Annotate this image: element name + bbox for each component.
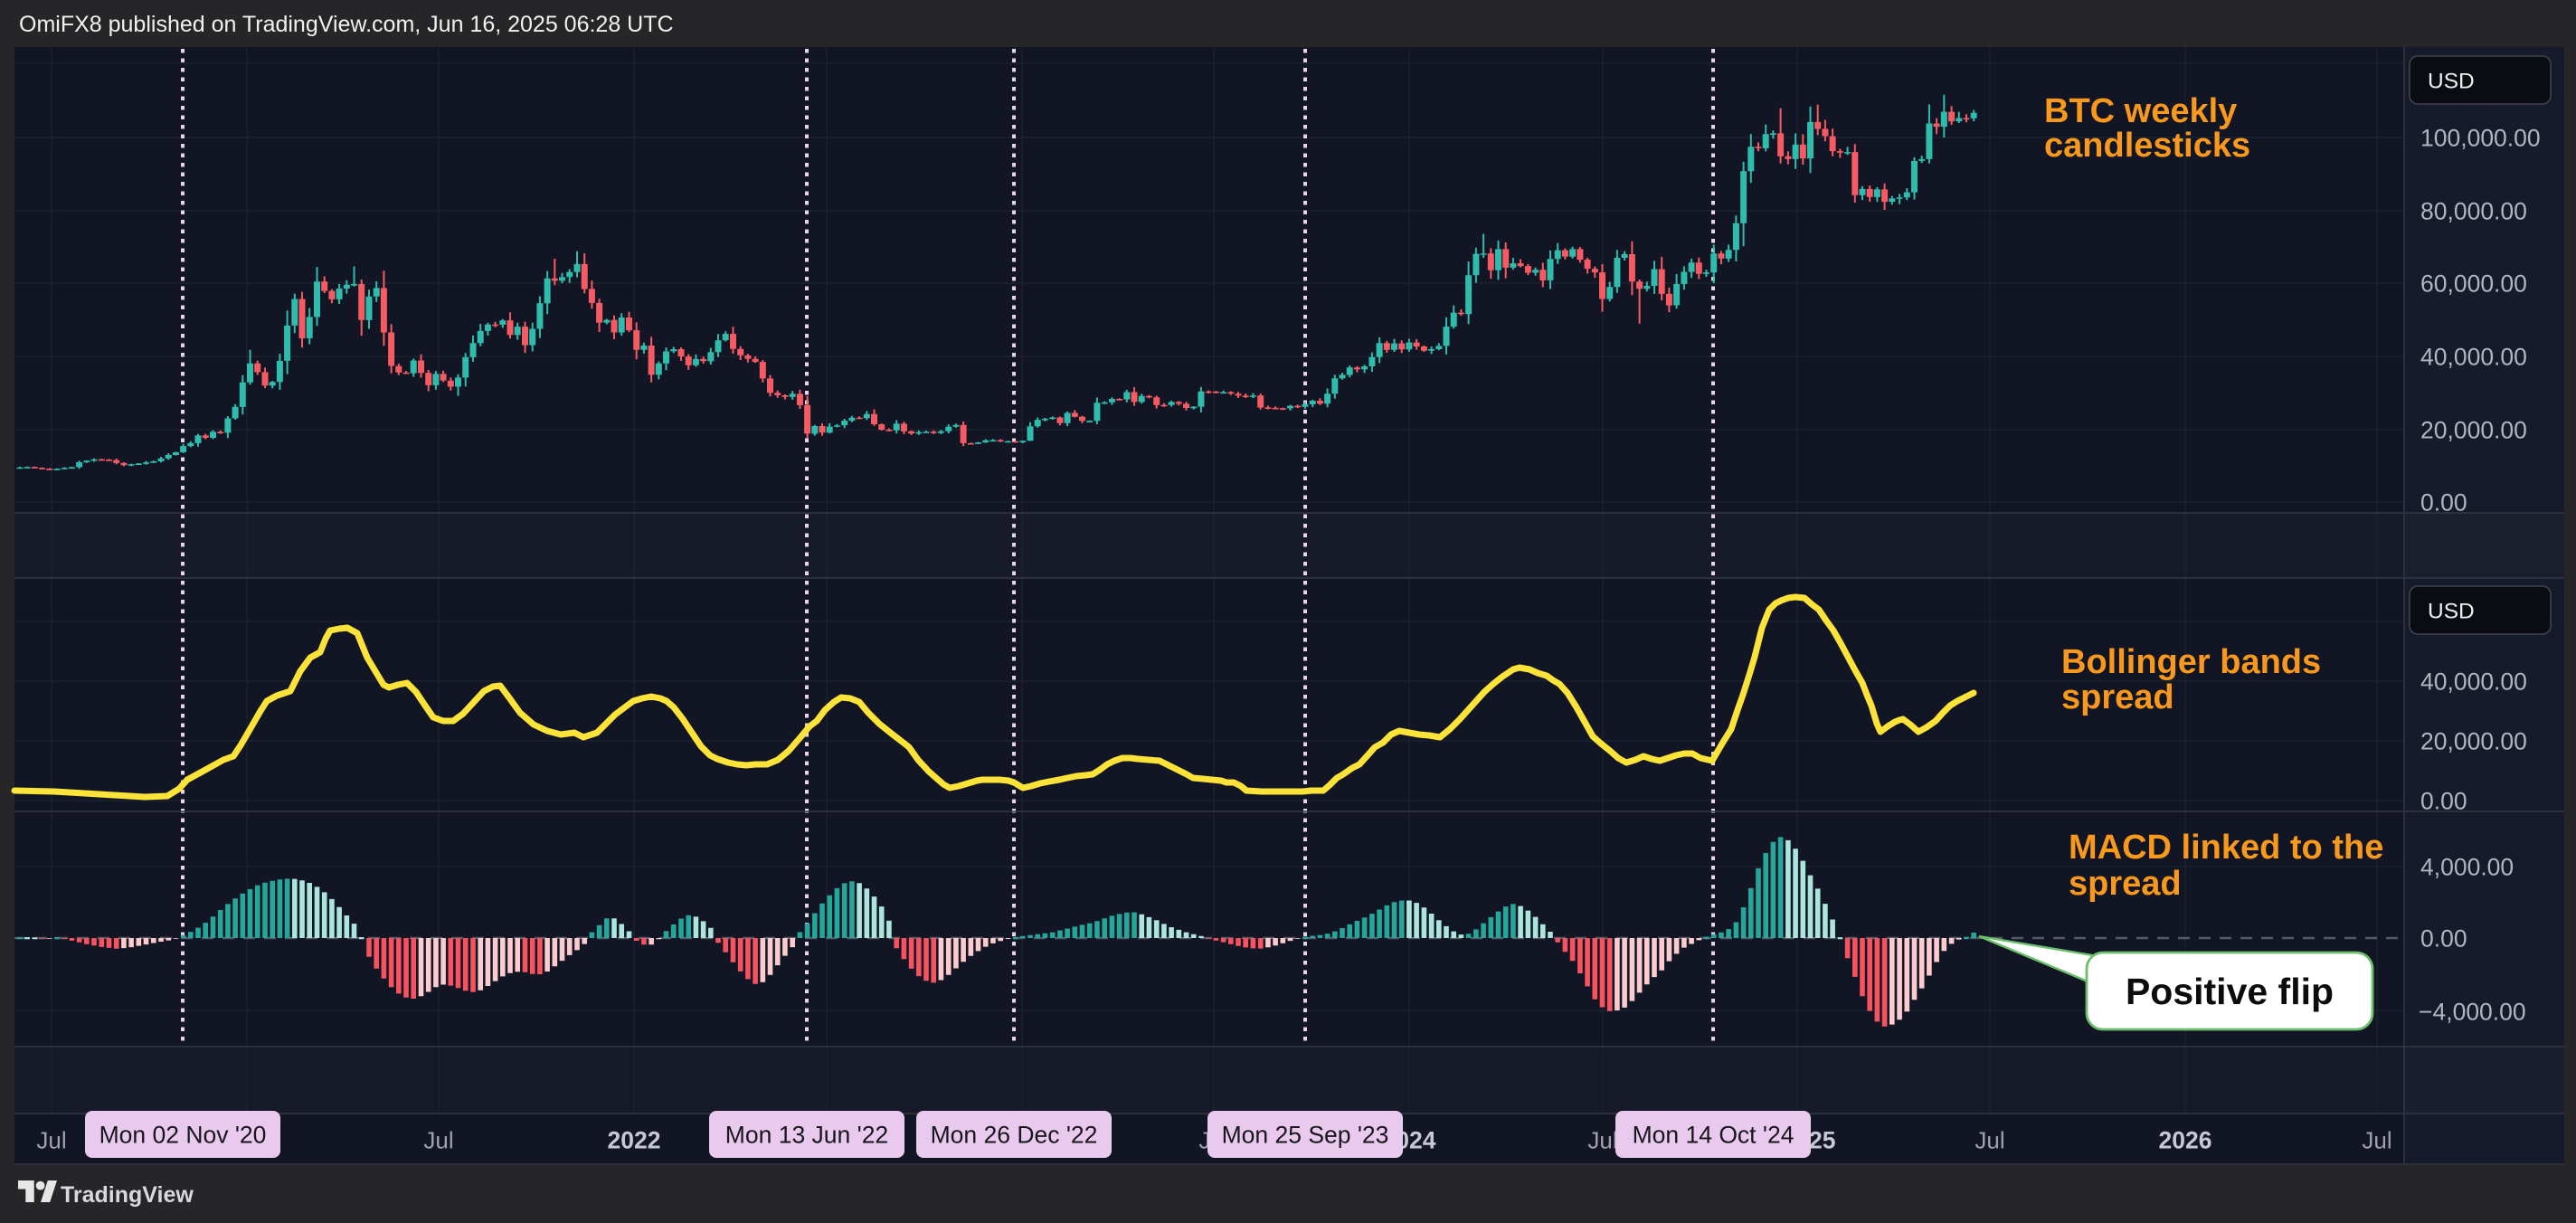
svg-text:−4,000.00: −4,000.00 [2419,999,2526,1026]
svg-text:Jul: Jul [1587,1127,1617,1154]
svg-text:2022: 2022 [608,1127,661,1154]
svg-text:spread: spread [2069,865,2182,903]
svg-text:USD: USD [2428,70,2475,94]
svg-text:0.00: 0.00 [2420,925,2467,953]
svg-text:BTC weekly: BTC weekly [2044,92,2237,130]
svg-text:MACD linked to the: MACD linked to the [2069,829,2383,867]
svg-text:40,000.00: 40,000.00 [2420,344,2527,371]
svg-text:0.00: 0.00 [2420,788,2467,815]
svg-text:Mon 02 Nov '20: Mon 02 Nov '20 [99,1122,267,1149]
svg-text:40,000.00: 40,000.00 [2420,668,2527,696]
svg-text:USD: USD [2428,600,2475,624]
svg-text:20,000.00: 20,000.00 [2420,417,2527,444]
svg-text:2026: 2026 [2159,1127,2212,1154]
svg-text:Mon 13 Jun '22: Mon 13 Jun '22 [725,1122,888,1149]
svg-text:80,000.00: 80,000.00 [2420,198,2527,225]
svg-text:OmiFX8 published on TradingVie: OmiFX8 published on TradingView.com, Jun… [19,12,674,37]
svg-text:Mon 25 Sep '23: Mon 25 Sep '23 [1222,1122,1389,1149]
svg-text:Jul: Jul [423,1127,453,1154]
svg-text:TradingView: TradingView [61,1182,194,1208]
svg-text:spread: spread [2061,678,2174,716]
svg-text:Mon 26 Dec '22: Mon 26 Dec '22 [931,1122,1098,1149]
svg-text:0.00: 0.00 [2420,489,2467,517]
svg-text:Jul: Jul [1975,1127,2004,1154]
svg-text:Mon 14 Oct '24: Mon 14 Oct '24 [1633,1122,1795,1149]
svg-text:Bollinger bands: Bollinger bands [2061,643,2321,681]
svg-text:100,000.00: 100,000.00 [2420,125,2541,152]
svg-text:Jul: Jul [36,1127,66,1154]
svg-text:4,000.00: 4,000.00 [2420,854,2514,881]
svg-text:candlesticks: candlesticks [2044,127,2250,165]
svg-text:60,000.00: 60,000.00 [2420,270,2527,298]
svg-text:Jul: Jul [2362,1127,2391,1154]
svg-text:Positive flip: Positive flip [2126,971,2334,1012]
svg-text:20,000.00: 20,000.00 [2420,728,2527,755]
